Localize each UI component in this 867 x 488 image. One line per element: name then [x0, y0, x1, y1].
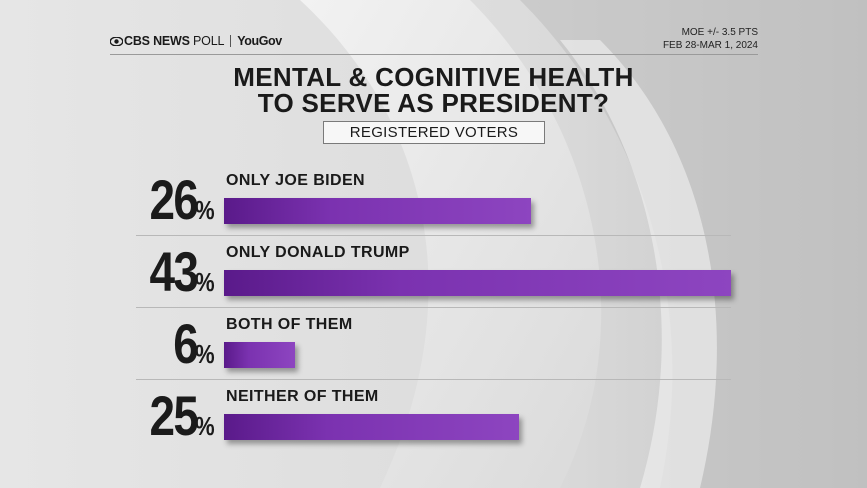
bar — [224, 414, 519, 440]
brand-logo: CBS NEWS POLL YouGov — [110, 34, 282, 48]
dates-text: FEB 28-MAR 1, 2024 — [662, 40, 758, 51]
percent-sign: % — [194, 411, 215, 441]
value-number: 6 — [172, 312, 199, 375]
brand-cbs: CBS NEWS — [124, 34, 190, 48]
value-number: 26 — [149, 168, 198, 231]
chart-title: MENTAL & COGNITIVE HEALTH TO SERVE AS PR… — [0, 64, 867, 116]
moe-text: MOE +/- 3.5 PTS — [681, 27, 758, 38]
row-divider — [136, 379, 731, 380]
row-divider — [136, 307, 731, 308]
category-label: ONLY JOE BIDEN — [226, 172, 365, 189]
value-number: 25 — [149, 384, 198, 447]
percent-sign: % — [194, 339, 215, 369]
bar — [224, 342, 295, 368]
brand-yougov: YouGov — [237, 34, 282, 48]
cbs-eye-icon — [110, 37, 123, 46]
value-label: 25% — [130, 386, 218, 446]
category-label: ONLY DONALD TRUMP — [226, 244, 410, 261]
title-line-2: TO SERVE AS PRESIDENT? — [257, 88, 610, 118]
bar-row: 43% ONLY DONALD TRUMP — [0, 242, 867, 314]
chart-subtitle: REGISTERED VOTERS — [323, 121, 545, 144]
bar-row: 6% BOTH OF THEM — [0, 314, 867, 386]
category-label: BOTH OF THEM — [226, 316, 353, 333]
title-line-1: MENTAL & COGNITIVE HEALTH — [233, 62, 634, 92]
percent-sign: % — [194, 195, 215, 225]
percent-sign: % — [194, 267, 215, 297]
value-label: 43% — [130, 242, 218, 302]
methodology-note: MOE +/- 3.5 PTS FEB 28-MAR 1, 2024 — [663, 26, 758, 52]
bar — [224, 198, 531, 224]
value-number: 43 — [149, 240, 198, 303]
brand-separator — [230, 35, 232, 47]
value-label: 26% — [130, 170, 218, 230]
row-divider — [136, 235, 731, 236]
header-bar: CBS NEWS POLL YouGov MOE +/- 3.5 PTS FEB … — [110, 26, 758, 55]
brand-poll: POLL — [193, 34, 225, 48]
category-label: NEITHER OF THEM — [226, 388, 379, 405]
bar-row: 25% NEITHER OF THEM — [0, 386, 867, 458]
bar-row: 26% ONLY JOE BIDEN — [0, 170, 867, 242]
value-label: 6% — [130, 314, 218, 374]
bar — [224, 270, 731, 296]
